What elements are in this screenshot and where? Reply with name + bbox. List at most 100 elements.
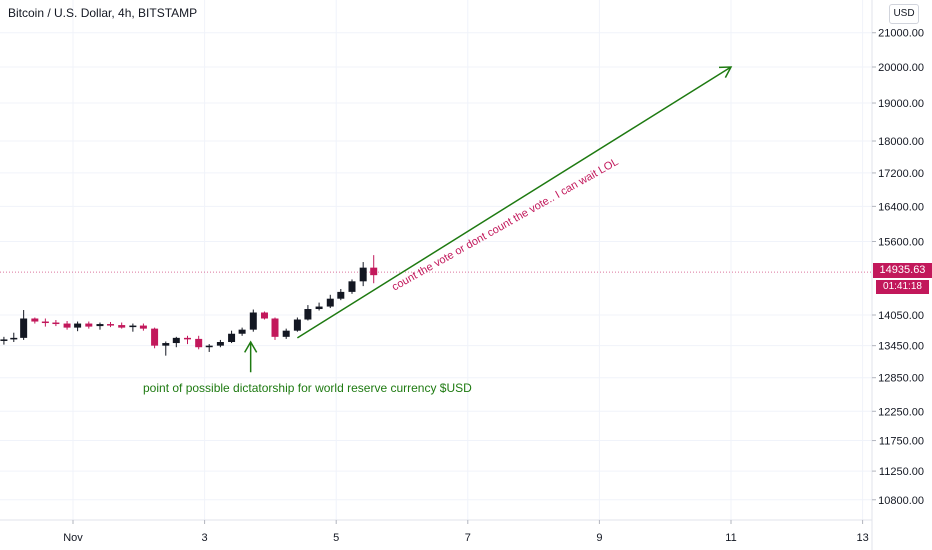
candle-body [74,323,82,328]
candle-up [249,309,257,332]
candle-down [260,311,268,320]
candle-body [348,281,356,292]
candle-down [139,323,147,331]
candle-down [151,327,159,349]
currency-button[interactable]: USD [889,4,919,24]
candle-up [20,310,28,340]
candle-up [304,305,312,321]
candle-up [315,302,323,311]
candle-body [85,323,93,327]
candle-body [118,325,126,328]
y-tick-label: 21000.00 [878,28,924,40]
candle-up [326,294,334,309]
candle-up [10,332,18,343]
candle-body [315,306,323,310]
candle-body [205,345,213,348]
candle-body [359,267,367,282]
candle-body [293,319,301,331]
candle-up [238,327,246,336]
candle-down [107,322,115,328]
candle-up [0,336,8,345]
y-tick-label: 12850.00 [878,373,924,385]
candle-up [162,341,170,356]
candle-down [183,335,191,345]
arrow-shaft [296,66,732,339]
candle-body [63,323,71,328]
annotation-note-text[interactable]: point of possible dictatorship for world… [143,381,472,395]
x-tick-label: 5 [333,532,339,544]
candle-up [129,323,137,332]
y-tick-label: 19000.00 [878,98,924,110]
arrow-head [718,66,733,78]
candle-down [118,322,126,329]
candle-body [96,324,104,327]
candle-up [172,336,180,348]
candle-body [162,343,170,346]
candles [0,255,378,356]
candle-body [326,298,334,307]
bar-countdown-label: 01:41:18 [876,280,929,294]
candle-up [205,344,213,352]
candle-up [359,262,367,287]
last-price-label: 14935.63 [873,263,932,278]
x-tick-label: 7 [465,532,471,544]
symbol-title: Bitcoin / U.S. Dollar, 4h, BITSTAMP [8,6,198,20]
candle-down [271,317,279,340]
candle-body [238,329,246,334]
candle-up [282,328,290,339]
candle-body [172,337,180,344]
candle-body [228,333,236,343]
x-tick-label: 13 [856,532,868,544]
candle-body [107,324,115,326]
candle-body [139,325,147,329]
candle-body [282,330,290,337]
candle-body [337,291,345,299]
candle-up [293,317,301,332]
y-tick-label: 15600.00 [878,237,924,249]
arrow-head [244,340,258,353]
y-tick-label: 20000.00 [878,62,924,74]
candle-body [151,328,159,346]
candle-body [195,338,203,348]
price-axis[interactable]: 10800.00 11250.00 11750.00 12250.00 12850.00… [872,28,924,507]
candle-down [370,255,378,284]
x-tick-label: 11 [725,532,736,544]
candle-down [31,317,39,324]
candle-body [216,342,224,346]
candle-up [337,288,345,301]
candle-down [52,320,60,327]
candle-body [260,312,268,319]
candle-body [370,267,378,276]
candle-body [271,318,279,337]
candle-down [85,321,93,329]
trend-arrow [296,66,733,339]
candle-body [183,337,191,340]
time-axis[interactable]: Nov 3 5 7 9 11 13 [63,520,869,544]
drawing-arrows[interactable] [244,66,733,373]
y-tick-label: 11250.00 [879,466,924,478]
x-tick-label: Nov [63,532,83,544]
candle-body [0,339,8,341]
y-tick-label: 17200.00 [878,168,924,180]
candle-body [31,318,39,322]
y-tick-label: 14050.00 [878,310,924,322]
candle-body [52,322,60,325]
candle-body [304,309,312,320]
candle-body [41,321,49,324]
y-tick-label: 13450.00 [878,341,924,353]
x-tick-label: 3 [202,532,208,544]
candle-body [249,312,257,330]
y-tick-label: 12250.00 [878,406,924,418]
trend-arrow [244,340,258,373]
candle-down [41,318,49,327]
candle-body [129,325,137,328]
candle-body [20,318,28,338]
candle-down [63,321,71,330]
candle-up [348,279,356,294]
candle-up [228,330,236,344]
candle-up [216,339,224,348]
y-tick-label: 11750.00 [879,436,924,448]
x-tick-label: 9 [596,532,602,544]
y-tick-label: 16400.00 [878,201,924,213]
